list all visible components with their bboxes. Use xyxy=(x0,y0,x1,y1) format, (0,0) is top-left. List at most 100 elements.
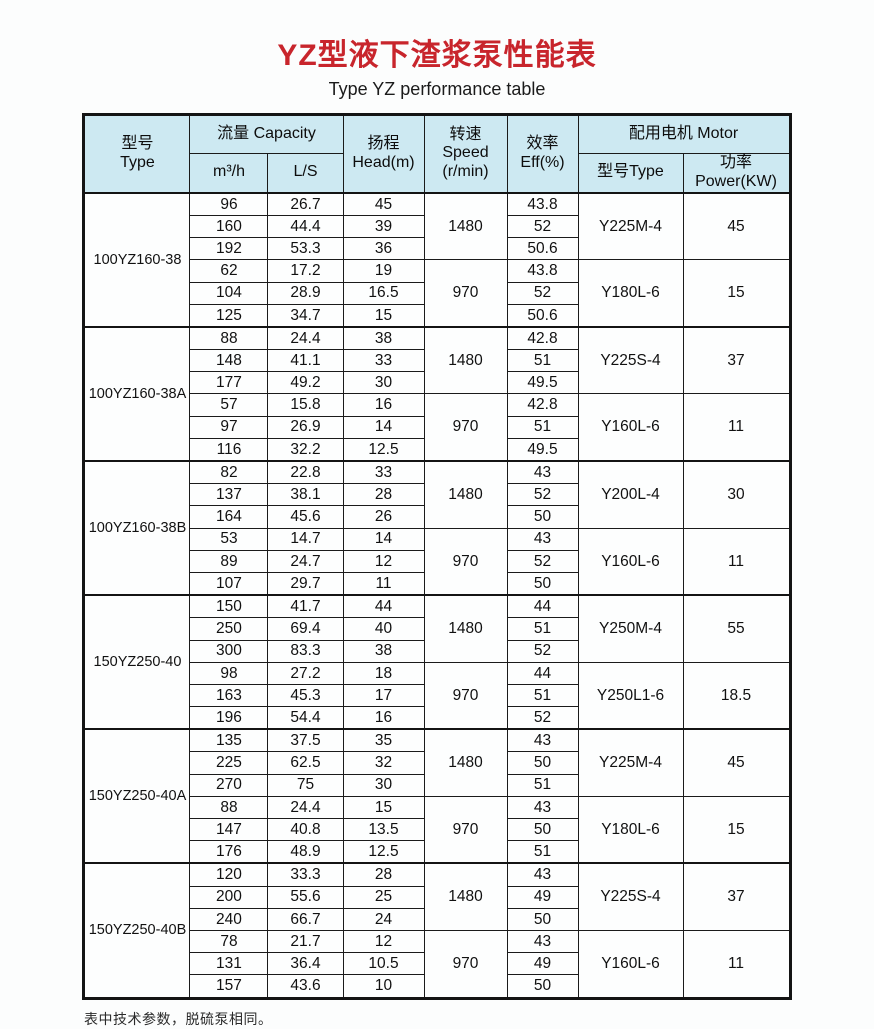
capacity-m3h-cell: 57 xyxy=(189,393,269,417)
head-cell: 32 xyxy=(342,751,425,775)
motor-type-cell: Y225S-4 xyxy=(577,862,684,931)
speed-cell: 1480 xyxy=(423,325,508,395)
capacity-m3h-cell: 88 xyxy=(189,795,269,820)
performance-table: 型号 Type 流量 Capacity 扬程 Head(m) 转速 Speed … xyxy=(82,113,792,1000)
speed-cell: 1480 xyxy=(423,728,508,797)
eff-cell: 50 xyxy=(506,974,579,999)
col-header-motor: 配用电机 Motor xyxy=(577,114,791,154)
eff-cell: 50.6 xyxy=(506,237,579,261)
capacity-ls-cell: 41.1 xyxy=(267,349,344,373)
capacity-m3h-cell: 163 xyxy=(189,683,269,708)
capacity-m3h-cell: 97 xyxy=(189,415,269,439)
model-cell: 150YZ250-40 xyxy=(83,594,191,730)
head-cell: 13.5 xyxy=(342,817,425,842)
col-header-model: 型号 Type xyxy=(83,113,191,194)
col-header-model-en: Type xyxy=(120,153,155,171)
capacity-ls-cell: 24.4 xyxy=(267,795,344,820)
head-cell: 12 xyxy=(342,929,425,954)
head-cell: 39 xyxy=(342,214,425,239)
eff-cell: 50 xyxy=(506,817,579,842)
capacity-ls-cell: 21.7 xyxy=(267,929,344,954)
table-row: 137 38.1 28 52 xyxy=(84,483,790,507)
eff-cell: 51 xyxy=(506,683,579,708)
page-title: YZ型液下渣浆泵性能表 xyxy=(277,39,597,72)
capacity-ls-cell: 83.3 xyxy=(267,639,344,663)
table-row: 225 62.5 32 50 xyxy=(84,751,790,775)
eff-cell: 52 xyxy=(506,639,579,663)
capacity-m3h-cell: 107 xyxy=(189,571,269,596)
capacity-m3h-cell: 176 xyxy=(189,840,269,864)
table-row: 147 40.8 13.5 50 xyxy=(84,817,790,842)
capacity-m3h-cell: 164 xyxy=(189,505,269,529)
capacity-ls-cell: 24.4 xyxy=(267,325,344,351)
capacity-ls-cell: 22.8 xyxy=(267,460,344,485)
capacity-m3h-cell: 53 xyxy=(189,527,269,551)
col-header-speed-en: Speed xyxy=(442,144,489,162)
table-row: 160 44.4 39 52 xyxy=(84,214,790,239)
table-row: 98 27.2 18 970 44 Y250L1-6 18.5 xyxy=(84,661,791,730)
eff-cell: 52 xyxy=(506,281,579,305)
motor-type-cell: Y225M-4 xyxy=(577,728,684,797)
table-row: 97 26.9 14 51 xyxy=(84,415,790,439)
head-cell: 12.5 xyxy=(342,437,425,462)
head-cell: 12.5 xyxy=(342,840,425,864)
capacity-m3h-cell: 196 xyxy=(189,706,269,730)
eff-cell: 50 xyxy=(506,505,579,529)
capacity-ls-cell: 66.7 xyxy=(267,907,344,931)
capacity-m3h-cell: 192 xyxy=(189,237,269,261)
table-row: 100YZ160-38 96 26.7 45 1480 43.8 Y225M-4 45 xyxy=(83,191,791,328)
head-cell: 16 xyxy=(342,393,425,417)
motor-power-cell: 45 xyxy=(682,191,791,261)
col-header-capacity: 流量 Capacity xyxy=(189,114,344,154)
capacity-m3h-cell: 135 xyxy=(189,728,269,753)
capacity-ls-cell: 43.6 xyxy=(267,974,344,999)
head-cell: 14 xyxy=(342,527,425,551)
eff-cell: 50 xyxy=(506,751,579,775)
motor-type-cell: Y225M-4 xyxy=(577,191,684,261)
head-cell: 35 xyxy=(342,728,425,753)
capacity-m3h-cell: 160 xyxy=(189,214,269,239)
capacity-ls-cell: 33.3 xyxy=(267,862,344,887)
motor-power-cell: 37 xyxy=(682,862,791,931)
table-row: 270 75 30 51 xyxy=(84,773,790,797)
model-cell: 150YZ250-40B xyxy=(83,862,191,999)
head-cell: 36 xyxy=(342,237,425,261)
table-row: 176 48.9 12.5 51 xyxy=(84,840,790,864)
motor-power-cell: 11 xyxy=(682,929,791,999)
capacity-m3h-cell: 270 xyxy=(189,773,269,797)
capacity-ls-cell: 49.2 xyxy=(267,371,344,395)
motor-type-cell: Y160L-6 xyxy=(577,393,684,462)
capacity-ls-cell: 69.4 xyxy=(267,617,344,641)
motor-power-cell: 11 xyxy=(682,527,791,596)
capacity-ls-cell: 29.7 xyxy=(267,571,344,596)
head-cell: 15 xyxy=(342,303,425,328)
head-cell: 14 xyxy=(342,415,425,439)
head-cell: 33 xyxy=(342,349,425,373)
capacity-ls-cell: 44.4 xyxy=(267,214,344,239)
table-row: 57 15.8 16 970 42.8 Y160L-6 11 xyxy=(84,393,791,462)
col-header-motor-type: 型号Type xyxy=(577,152,684,194)
capacity-ls-cell: 26.9 xyxy=(267,415,344,439)
eff-cell: 44 xyxy=(506,594,579,619)
capacity-m3h-cell: 147 xyxy=(189,817,269,842)
capacity-m3h-cell: 200 xyxy=(189,885,269,909)
table-row: 62 17.2 19 970 43.8 Y180L-6 15 xyxy=(84,259,791,328)
capacity-m3h-cell: 88 xyxy=(189,325,269,351)
table-row: 131 36.4 10.5 49 xyxy=(84,952,790,976)
model-cell: 100YZ160-38A xyxy=(83,325,191,462)
capacity-m3h-cell: 250 xyxy=(189,617,269,641)
capacity-m3h-cell: 82 xyxy=(189,460,269,485)
eff-cell: 43 xyxy=(506,728,579,753)
col-header-model-cn: 型号 xyxy=(121,135,154,152)
motor-power-cell: 18.5 xyxy=(682,661,791,730)
capacity-ls-cell: 17.2 xyxy=(267,259,344,283)
head-cell: 28 xyxy=(342,483,425,507)
capacity-ls-cell: 36.4 xyxy=(267,952,344,976)
head-cell: 44 xyxy=(342,594,425,619)
table-body: 100YZ160-38 96 26.7 45 1480 43.8 Y225M-4 45 160 4… xyxy=(83,191,791,999)
footnote: 表中技术参数，脱硫泵相同。 xyxy=(84,1010,273,1027)
table-row: 250 69.4 40 51 xyxy=(84,617,790,641)
capacity-m3h-cell: 225 xyxy=(189,751,269,775)
motor-type-cell: Y250M-4 xyxy=(577,594,684,663)
capacity-m3h-cell: 78 xyxy=(189,929,269,954)
